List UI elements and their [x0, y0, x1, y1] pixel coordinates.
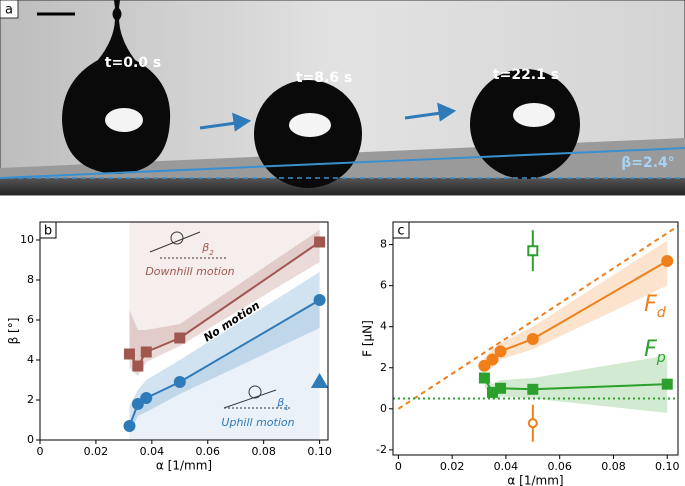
- marker: [123, 420, 136, 432]
- time-label: t=0.0 s: [105, 55, 161, 71]
- region: [129, 300, 320, 440]
- angle-label: β=2.4°: [621, 155, 675, 171]
- marker: [527, 245, 539, 257]
- chart: 0 0.02 0.04 0.06 0.08 0.10 0 2 4 6 8 10 α [1/mm] β [°…: [7, 221, 332, 473]
- annotation: Fd: [644, 292, 667, 321]
- x-tick-label: 0.06: [196, 445, 221, 458]
- reflection: [0, 178, 685, 195]
- y-tick-label: 4: [380, 320, 387, 333]
- plot-area: [128, 222, 321, 440]
- y-axis-label: β [°]: [7, 318, 21, 345]
- uncertainty-band: [484, 240, 668, 372]
- y-tick-label: 8: [380, 238, 387, 251]
- series-line: [397, 225, 678, 410]
- time-label: t=22.1 s: [493, 67, 559, 83]
- panel-label-box: [39, 221, 57, 239]
- droplet-highlight: [289, 113, 331, 137]
- marker: [173, 376, 186, 388]
- marker: [310, 373, 329, 388]
- marker: [526, 333, 539, 346]
- arrows: [199, 102, 457, 132]
- droplet-highlight: [105, 108, 143, 132]
- chart: 0 0.02 0.04 0.06 0.08 0.10 -2 0 2 4 6 8 α [1/mm] F [μ…: [361, 221, 680, 486]
- marker: [527, 418, 538, 429]
- x-tick-label: 0.04: [140, 445, 165, 458]
- uncertainty-band: [484, 355, 668, 413]
- annotation: Fp: [644, 337, 666, 366]
- annotation: Uphill motion: [221, 416, 294, 429]
- x-tick-label: 0.08: [251, 445, 276, 458]
- marker: [314, 236, 326, 248]
- marker: [495, 382, 507, 394]
- marker: [661, 378, 673, 390]
- y-tick-label: -2: [376, 443, 387, 456]
- marker: [140, 392, 153, 404]
- annotation: Downhill motion: [145, 265, 234, 278]
- x-tick-label: 0.10: [307, 445, 332, 458]
- y-tick-label: 0: [380, 402, 387, 415]
- marker: [661, 255, 674, 268]
- marker: [131, 398, 144, 410]
- axes-frame: [39, 221, 329, 441]
- uncertainty-band: [129, 272, 320, 434]
- annotation: β1: [276, 396, 289, 412]
- marker: [140, 346, 152, 358]
- marker: [494, 345, 507, 358]
- y-tick-label: 6: [380, 279, 387, 292]
- annotation: β2: [201, 241, 214, 257]
- y-tick-label: 4: [27, 353, 34, 366]
- x-tick-label: 0.06: [547, 460, 572, 473]
- x-tick-label: 0: [395, 460, 402, 473]
- x-tick-label: 0.10: [655, 460, 680, 473]
- y-tick-label: 2: [380, 361, 387, 374]
- y-tick-label: 6: [27, 313, 34, 326]
- x-axis-label: α [1/mm]: [156, 459, 212, 473]
- x-tick-label: 0: [37, 445, 44, 458]
- schematics: [149, 231, 292, 409]
- photo-panel: a t=0.0 s t=8.6 s t=22.1 s β=2.4°: [0, 0, 685, 196]
- panel-label-box: [392, 221, 410, 239]
- x-tick-label: 0.04: [494, 460, 519, 473]
- droplet-highlight: [513, 103, 555, 127]
- y-axis-label: F [μN]: [361, 320, 375, 357]
- incline-line: [0, 147, 685, 179]
- y-tick-label: 10: [20, 233, 34, 246]
- marker: [132, 360, 144, 372]
- marker: [478, 372, 490, 384]
- marker: [313, 294, 326, 306]
- marker: [174, 332, 186, 344]
- marker: [527, 383, 539, 395]
- marker: [486, 353, 499, 366]
- axes-frame: [392, 221, 679, 456]
- panel-label-box: [0, 0, 19, 19]
- marker: [478, 359, 491, 372]
- panel-label: a: [5, 3, 13, 18]
- x-tick-label: 0.02: [440, 460, 465, 473]
- droplet: [62, 0, 171, 174]
- panel-label: b: [44, 224, 52, 239]
- time-label: t=8.6 s: [296, 70, 352, 86]
- x-tick-label: 0.08: [601, 460, 626, 473]
- y-tick-label: 2: [27, 393, 34, 406]
- y-tick-label: 0: [27, 433, 34, 446]
- x-tick-label: 0.02: [84, 445, 109, 458]
- panel-label: c: [397, 224, 404, 239]
- marker: [123, 348, 135, 360]
- y-tick-label: 8: [27, 273, 34, 286]
- region: [129, 222, 320, 366]
- x-axis-label: α [1/mm]: [507, 474, 563, 486]
